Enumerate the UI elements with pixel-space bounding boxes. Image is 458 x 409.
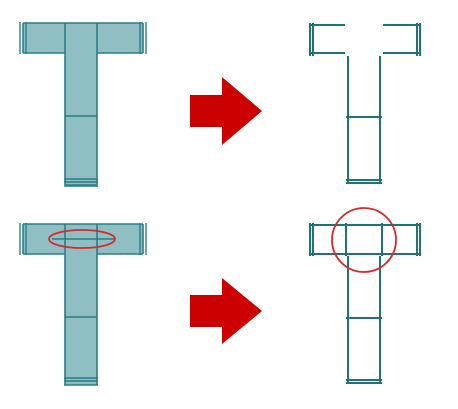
- tee-branch-fill: [65, 254, 97, 385]
- seam-lines: [22, 223, 144, 385]
- end-caps: [19, 22, 147, 187]
- end-caps: [19, 223, 147, 386]
- solid-tee-bottom: [19, 223, 147, 386]
- seam-lines: [22, 22, 144, 186]
- highlight-circle: [331, 207, 397, 273]
- solid-tee-top: [19, 22, 147, 187]
- outline-tee-open-junction: [309, 23, 421, 184]
- right-arrow-icon: [190, 77, 262, 145]
- tee-branch-fill: [65, 53, 97, 185]
- tee-run-fill: [23, 23, 143, 53]
- right-arrow-icon: [190, 278, 262, 344]
- highlight-ellipse: [48, 229, 116, 249]
- outline-tee-closed-junction: [309, 223, 421, 384]
